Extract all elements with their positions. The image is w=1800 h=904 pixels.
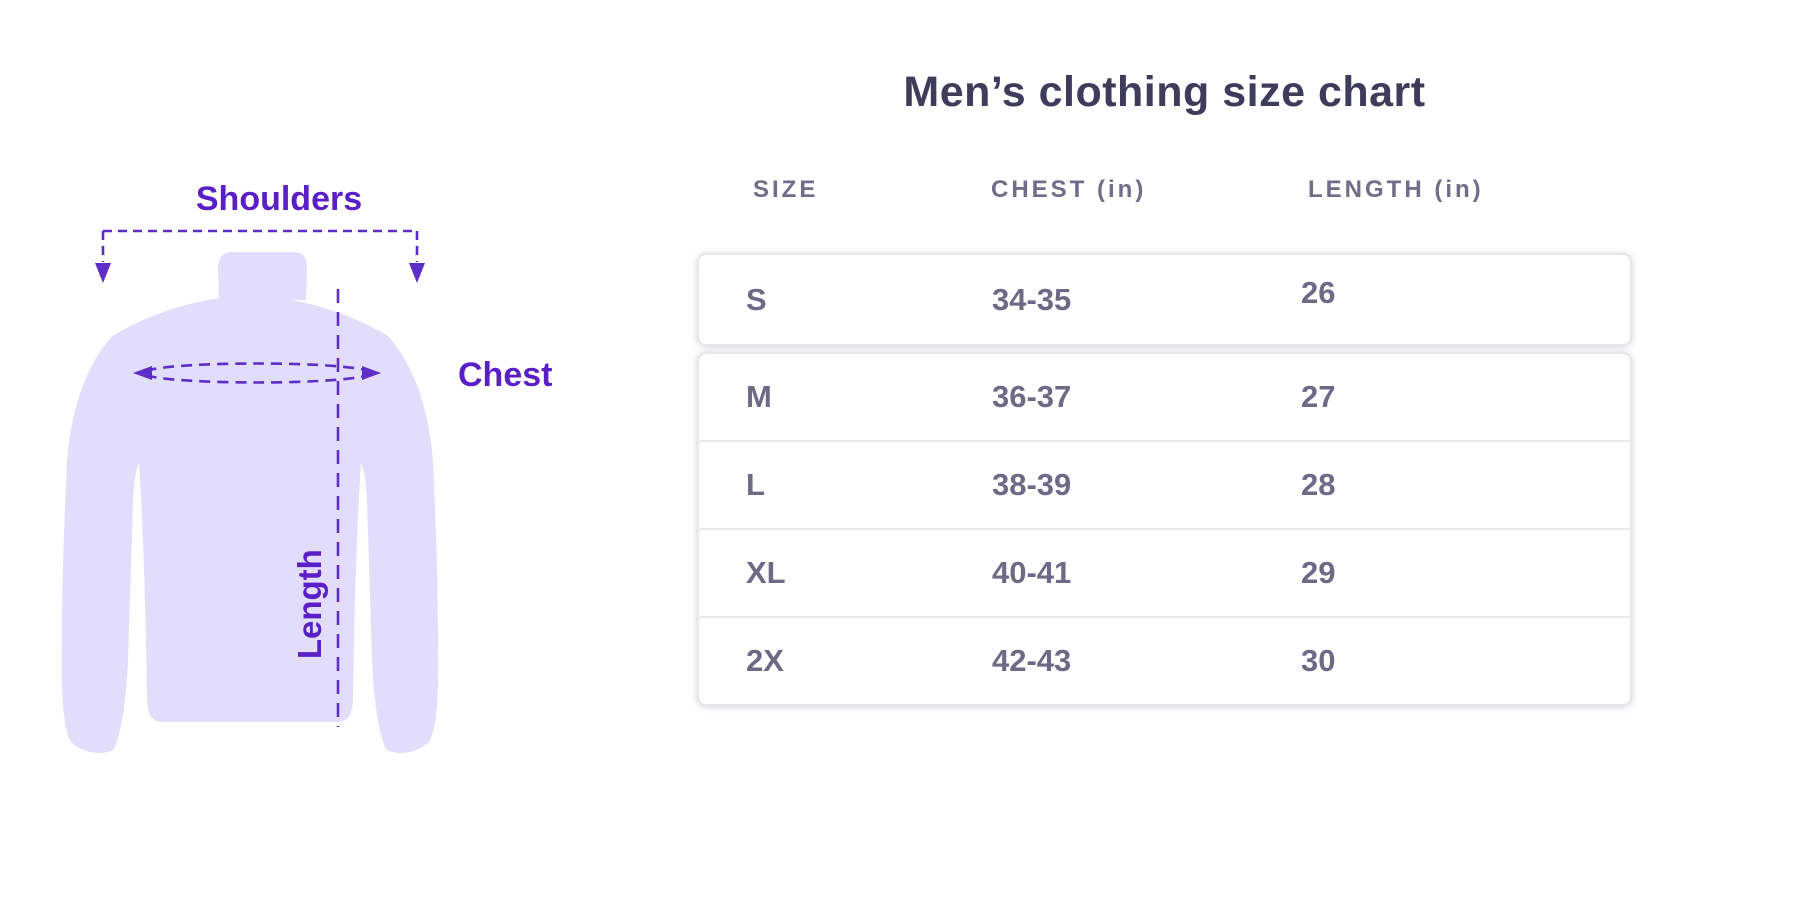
arrow-down-icon [409,263,425,283]
length-cell: 27 [1301,379,1336,414]
shirt-diagram [61,229,439,754]
length-label: Length [290,549,328,660]
arrow-right-icon [362,366,381,380]
chest-cell: 38-39 [992,467,1072,502]
chest-cell: 40-41 [992,555,1072,590]
table-row: S 34-35 26 [699,255,1630,344]
size-cell: S [746,281,767,317]
length-cell: 28 [1301,467,1336,502]
size-card-s: S 34-35 26 [697,253,1632,346]
table-row: L 38-39 28 [699,440,1630,528]
size-card-rest: M 36-37 27 L 38-39 28 XL 40-41 29 2X 42-… [697,352,1632,706]
column-header-size: SIZE [753,176,819,203]
length-cell: 29 [1301,555,1336,590]
shirt-silhouette [61,298,439,754]
chest-cell: 42-43 [992,643,1072,678]
page-title: Men’s clothing size chart [903,68,1426,116]
size-cell: XL [746,555,786,590]
column-headers-row: SIZE CHEST (in) LENGTH (in) [697,176,1632,206]
shoulders-measure-line [101,229,419,262]
column-header-length: LENGTH (in) [1308,176,1484,203]
size-cell: 2X [746,643,784,678]
table-row: XL 40-41 29 [699,528,1630,616]
chest-cell: 36-37 [992,379,1072,414]
chest-label: Chest [458,356,553,394]
table-row: M 36-37 27 [699,354,1630,440]
chest-cell: 34-35 [992,281,1072,317]
size-cell: M [746,379,772,414]
arrow-left-icon [133,366,152,380]
shirt-collar-shape [218,252,307,300]
column-header-chest: CHEST (in) [991,176,1147,203]
length-cell: 30 [1301,643,1336,678]
table-row: 2X 42-43 30 [699,616,1630,704]
shoulders-label: Shoulders [195,180,363,218]
arrow-down-icon [95,263,111,283]
length-cell: 26 [1301,274,1336,310]
size-cell: L [746,467,765,502]
